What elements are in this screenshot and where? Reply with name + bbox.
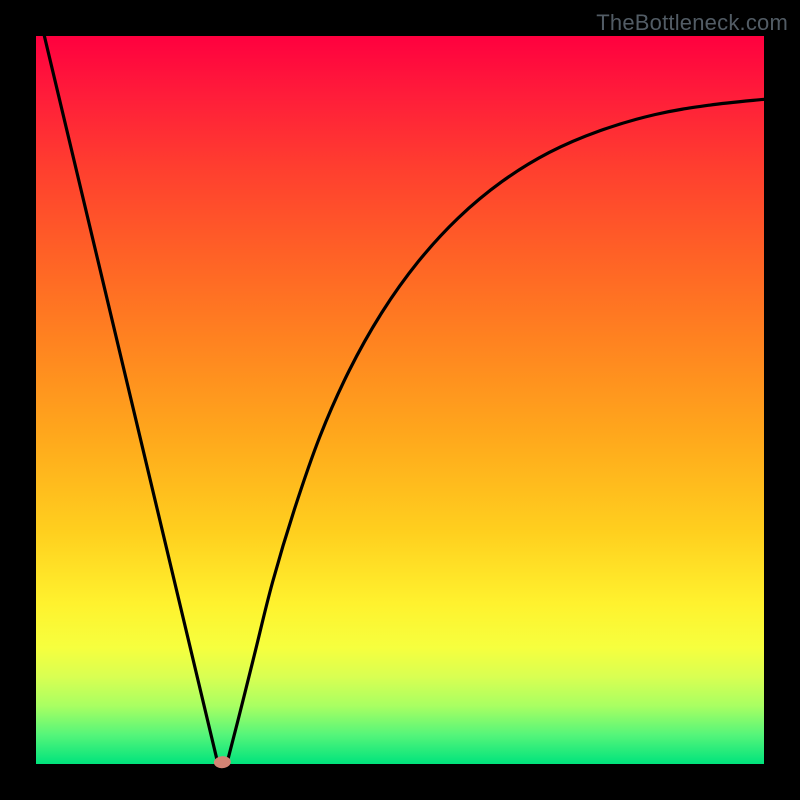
attribution-text: TheBottleneck.com bbox=[596, 10, 788, 36]
canvas: TheBottleneck.com bbox=[0, 0, 800, 800]
plot-area bbox=[36, 36, 764, 764]
bottleneck-curve bbox=[36, 36, 764, 764]
